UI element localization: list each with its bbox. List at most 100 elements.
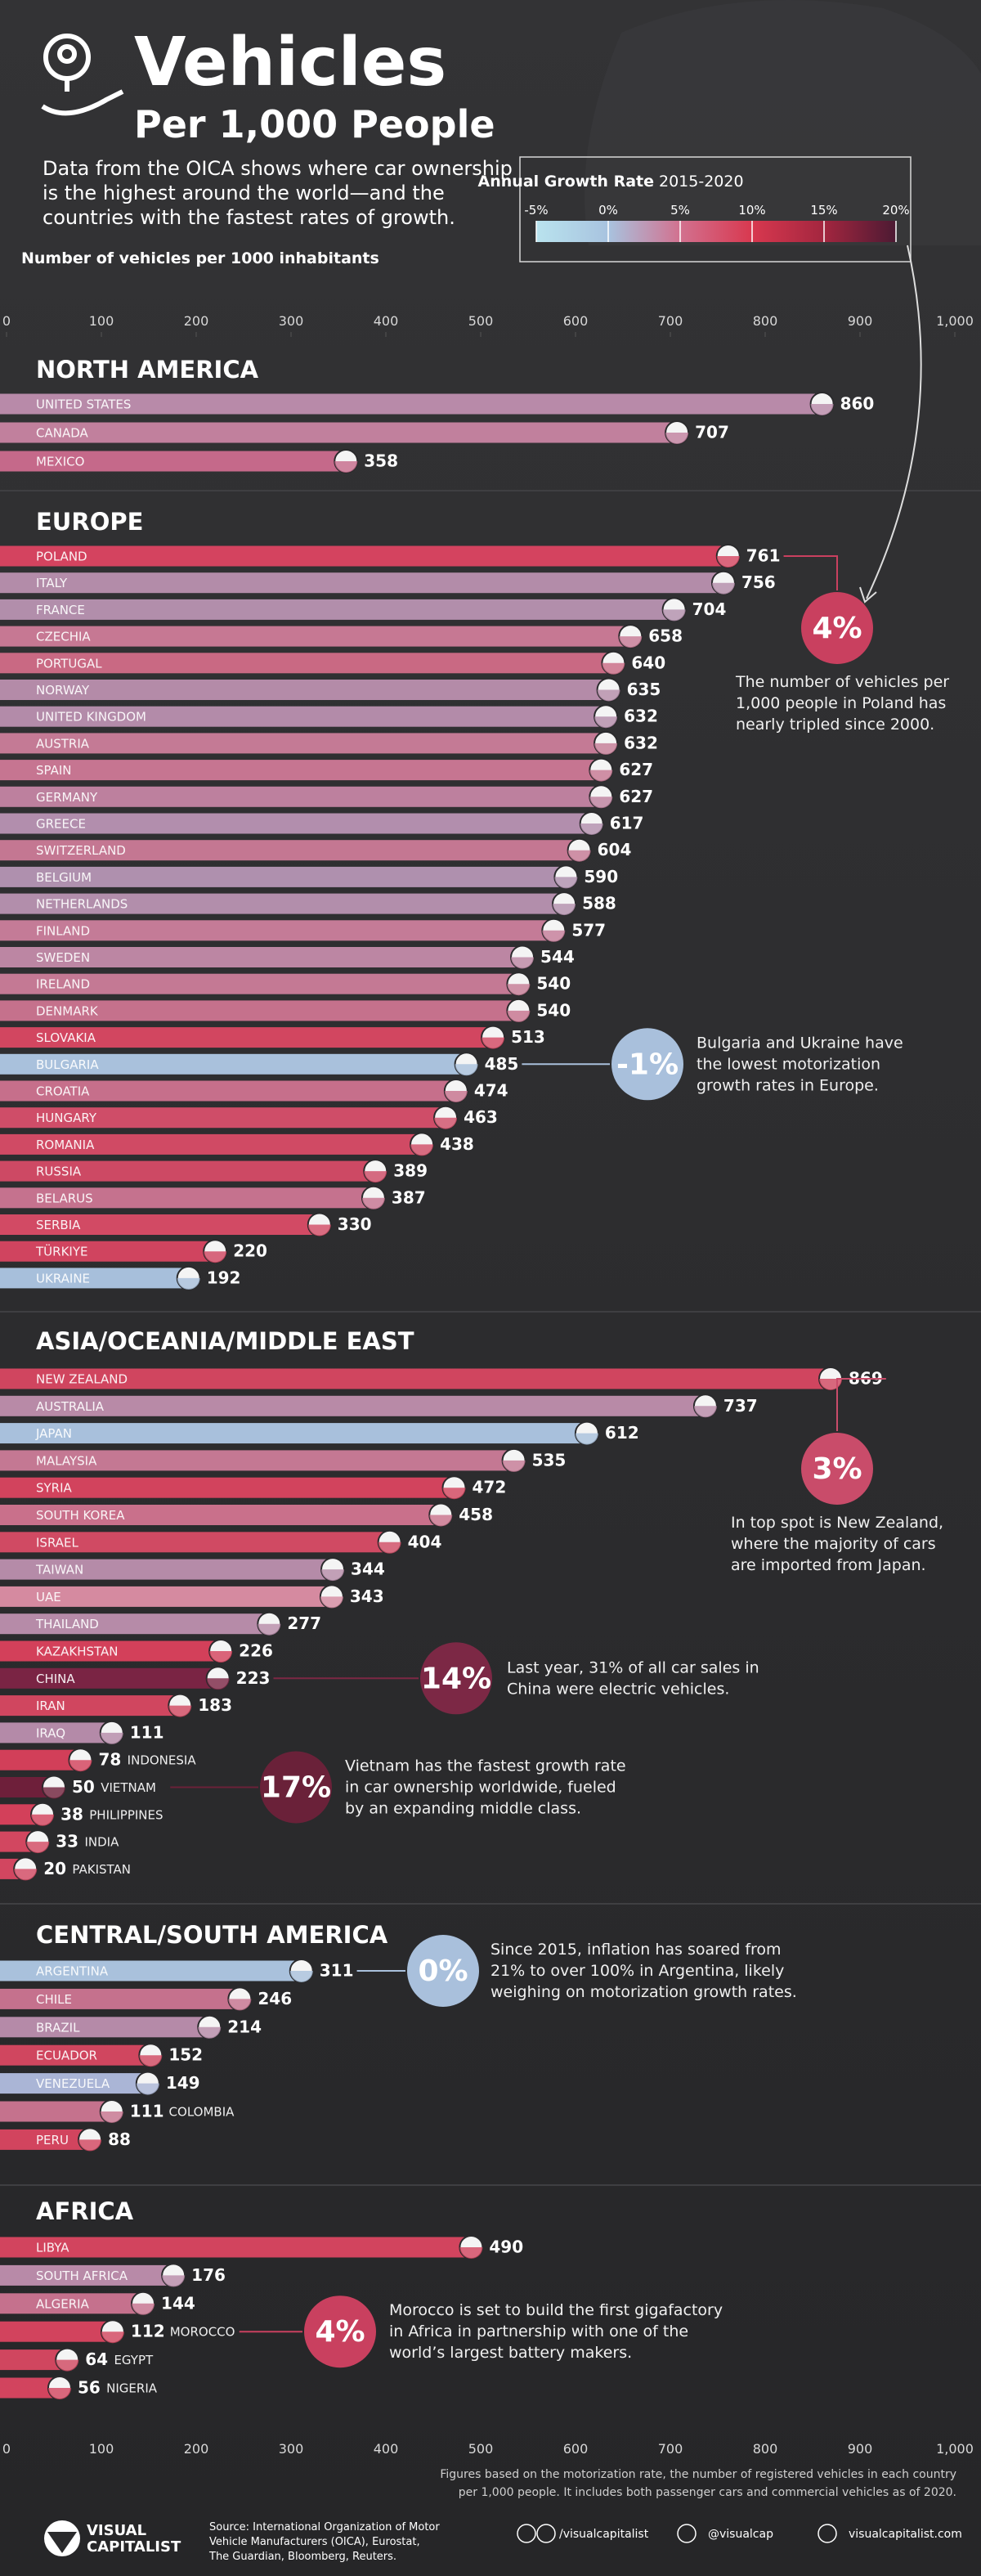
bar [0, 2321, 113, 2342]
value-label: 20 [43, 1859, 66, 1878]
bar [0, 973, 519, 994]
flag-stripe [361, 1197, 385, 1209]
value-label: 588 [582, 894, 616, 913]
value-label: 604 [598, 840, 632, 859]
connector [836, 1378, 886, 1431]
social-handle: @visualcap [708, 2528, 773, 2541]
bar [0, 893, 565, 914]
flag-stripe [139, 2055, 163, 2067]
category-label: BRAZIL [36, 2020, 80, 2035]
colorbar-tick-label: -5% [524, 203, 548, 218]
category-label: FRANCE [36, 603, 85, 617]
value-label: 438 [440, 1134, 474, 1154]
social-icon [536, 2524, 556, 2543]
category-label: PHILIPPINES [89, 1807, 163, 1822]
growth-badge-label: 3% [812, 1452, 862, 1486]
value-label: 635 [627, 680, 661, 699]
flag-stripe [100, 1732, 123, 1744]
value-label: 344 [351, 1560, 385, 1579]
growth-badge [801, 592, 873, 664]
bar [0, 1988, 240, 2009]
value-label: 343 [350, 1586, 384, 1606]
bar [0, 1559, 334, 1580]
region-title: AFRICA [36, 2197, 134, 2225]
colorbar-tick-label: 15% [810, 203, 837, 218]
category-label: UAE [36, 1590, 61, 1604]
value-label: 617 [610, 814, 644, 833]
flag-stripe [410, 1144, 434, 1156]
category-label: ITALY [36, 576, 68, 590]
social-icon [677, 2524, 697, 2543]
bar [0, 1214, 320, 1235]
value-label: 152 [168, 2045, 203, 2065]
value-label: 513 [511, 1027, 545, 1047]
category-label: ALGERIA [36, 2296, 90, 2311]
value-label: 149 [166, 2073, 200, 2093]
axis-label: Number of vehicles per 1000 inhabitants [21, 249, 379, 267]
value-label: 226 [239, 1641, 273, 1661]
bar [0, 1423, 587, 1444]
flag-stripe [459, 2247, 483, 2259]
x-tick-label: 600 [563, 2441, 589, 2457]
flag-stripe [662, 609, 686, 622]
bar [0, 1053, 467, 1075]
flag-stripe [693, 1406, 717, 1418]
category-label: VIETNAM [101, 1780, 156, 1795]
bar [0, 1613, 270, 1635]
region-title: ASIA/OCEANIA/MIDDLE EAST [36, 1327, 414, 1355]
flag-stripe [434, 1117, 458, 1129]
x-tick-label: 600 [563, 313, 589, 329]
bar [0, 626, 631, 647]
growth-badge [420, 1642, 492, 1715]
flag-stripe [507, 1010, 531, 1022]
category-label: TÜRKIYE [35, 1244, 87, 1259]
growth-badge [611, 1028, 683, 1101]
bar [0, 1477, 455, 1498]
value-label: 56 [78, 2378, 101, 2398]
growth-badge-label: 4% [812, 612, 862, 645]
value-label: 88 [108, 2129, 131, 2149]
x-tick-label: 900 [848, 313, 873, 329]
annotation-text: the lowest motorization [697, 1055, 880, 1073]
annotation-text: by an expanding middle class. [345, 1800, 581, 1818]
value-label: 485 [485, 1054, 519, 1074]
category-label: DENMARK [36, 1003, 99, 1018]
annotation-text: Bulgaria and Ukraine have [697, 1034, 903, 1052]
flag-stripe [132, 2303, 155, 2315]
flag-stripe [320, 1596, 343, 1609]
x-tick-label: 0 [2, 313, 11, 329]
growth-badge-label: 14% [421, 1662, 491, 1695]
flag-stripe [589, 797, 613, 809]
category-label: PORTUGAL [36, 656, 102, 671]
flag-stripe [455, 1064, 478, 1076]
bar [0, 680, 609, 700]
bar [0, 947, 523, 967]
value-label: 463 [464, 1107, 498, 1127]
bar [0, 393, 822, 415]
category-label: UNITED KINGDOM [36, 710, 146, 725]
description: is the highest around the world—and the [43, 182, 445, 204]
bar [0, 920, 554, 941]
flag-stripe [136, 2083, 159, 2095]
connector [783, 555, 838, 590]
bar [0, 786, 602, 807]
bar [0, 1722, 112, 1744]
category-label: AUSTRALIA [36, 1399, 105, 1414]
value-label: 64 [85, 2349, 108, 2369]
bar [0, 2293, 144, 2314]
value-label: 78 [98, 1750, 121, 1770]
flag-stripe [444, 1091, 468, 1103]
bar [0, 1000, 519, 1021]
flag-stripe [665, 433, 689, 445]
category-label: BELARUS [36, 1191, 93, 1205]
flag-stripe [716, 556, 740, 568]
category-label: POLAND [36, 550, 87, 564]
flag-stripe [26, 1842, 50, 1854]
category-label: KAZAKHSTAN [36, 1645, 119, 1659]
category-label: SWEDEN [36, 950, 90, 965]
bar [0, 813, 592, 834]
x-tick-label: 500 [468, 313, 494, 329]
flag-stripe [554, 877, 578, 889]
description: countries with the fastest rates of grow… [43, 206, 455, 229]
